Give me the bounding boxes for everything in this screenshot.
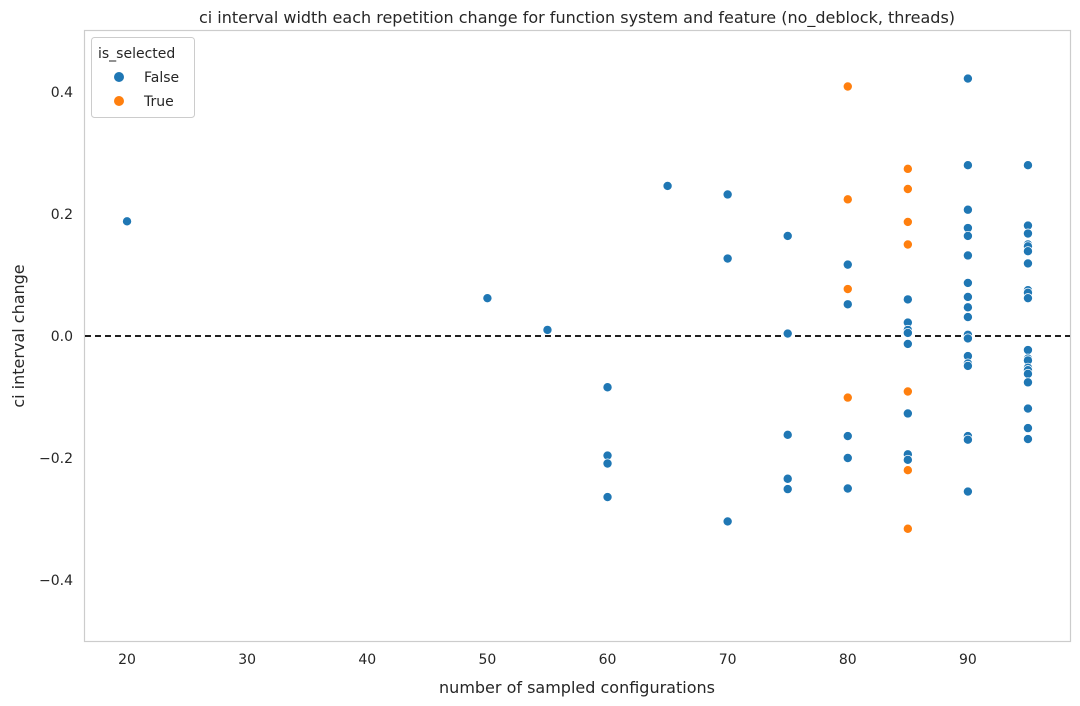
point-true xyxy=(902,523,913,534)
y-tick-label: 0.0 xyxy=(51,329,73,345)
point-false xyxy=(122,216,133,227)
point-false xyxy=(542,324,553,335)
point-true xyxy=(902,183,913,194)
point-false xyxy=(962,434,973,445)
y-tick-label: 0.2 xyxy=(51,207,73,223)
point-true xyxy=(902,465,913,476)
point-false xyxy=(842,299,853,310)
point-false xyxy=(1022,160,1033,171)
point-false xyxy=(1022,434,1033,445)
legend-label-true: True xyxy=(143,94,174,110)
point-false xyxy=(1022,345,1033,356)
point-false xyxy=(902,327,913,338)
point-false xyxy=(962,250,973,261)
chart-title: ci interval width each repetition change… xyxy=(199,8,955,28)
point-false xyxy=(1022,403,1033,414)
legend-marker-true xyxy=(114,96,124,106)
point-false xyxy=(662,180,673,191)
point-false xyxy=(602,492,613,503)
legend-title: is_selected xyxy=(98,46,175,62)
point-false xyxy=(782,484,793,495)
point-false xyxy=(782,230,793,241)
point-false xyxy=(782,473,793,484)
point-false xyxy=(962,204,973,215)
y-tick-label: 0.4 xyxy=(51,85,73,101)
x-tick-label: 30 xyxy=(238,652,256,668)
data-points xyxy=(122,73,1033,534)
point-false xyxy=(962,486,973,497)
point-false xyxy=(842,259,853,270)
point-true xyxy=(842,81,853,92)
x-tick-labels: 20 30 40 50 60 70 80 90 xyxy=(118,652,977,668)
point-false xyxy=(722,189,733,200)
point-false xyxy=(482,293,493,304)
point-false xyxy=(962,291,973,302)
point-false xyxy=(962,73,973,84)
x-tick-label: 90 xyxy=(959,652,977,668)
point-false xyxy=(842,483,853,494)
point-false xyxy=(602,458,613,469)
point-false xyxy=(962,302,973,313)
point-false xyxy=(962,160,973,171)
point-false xyxy=(842,452,853,463)
point-false xyxy=(962,360,973,371)
y-tick-label: −0.4 xyxy=(39,573,73,589)
point-false xyxy=(722,253,733,264)
point-true xyxy=(842,392,853,403)
x-tick-label: 40 xyxy=(358,652,376,668)
point-false xyxy=(722,516,733,527)
legend: is_selected False True xyxy=(91,37,195,118)
x-tick-label: 60 xyxy=(599,652,617,668)
point-true xyxy=(842,284,853,295)
point-false xyxy=(782,328,793,339)
legend-marker-false xyxy=(114,72,124,82)
point-true xyxy=(902,239,913,250)
x-tick-label: 20 xyxy=(118,652,136,668)
y-axis-title: ci interval change xyxy=(9,264,28,407)
point-false xyxy=(1022,368,1033,379)
point-false xyxy=(1022,246,1033,257)
x-tick-label: 50 xyxy=(478,652,496,668)
point-false xyxy=(1022,258,1033,269)
point-false xyxy=(1022,228,1033,239)
point-false xyxy=(602,382,613,393)
point-false xyxy=(962,312,973,323)
x-tick-label: 70 xyxy=(719,652,737,668)
y-tick-label: −0.2 xyxy=(39,451,73,467)
legend-label-false: False xyxy=(144,70,179,86)
point-true xyxy=(902,216,913,227)
x-tick-label: 80 xyxy=(839,652,857,668)
point-false xyxy=(902,408,913,419)
point-true xyxy=(842,194,853,205)
point-false xyxy=(902,454,913,465)
point-true xyxy=(902,386,913,397)
point-false xyxy=(962,230,973,241)
y-tick-labels: −0.4 −0.2 0.0 0.2 0.4 xyxy=(39,85,73,589)
point-false xyxy=(962,277,973,288)
point-false xyxy=(902,338,913,349)
point-false xyxy=(782,429,793,440)
point-false xyxy=(902,294,913,305)
point-false xyxy=(962,333,973,344)
point-false xyxy=(1022,293,1033,304)
x-axis-title: number of sampled configurations xyxy=(439,678,715,697)
point-false xyxy=(1022,377,1033,388)
point-false xyxy=(842,431,853,442)
point-true xyxy=(902,163,913,174)
point-false xyxy=(1022,423,1033,434)
